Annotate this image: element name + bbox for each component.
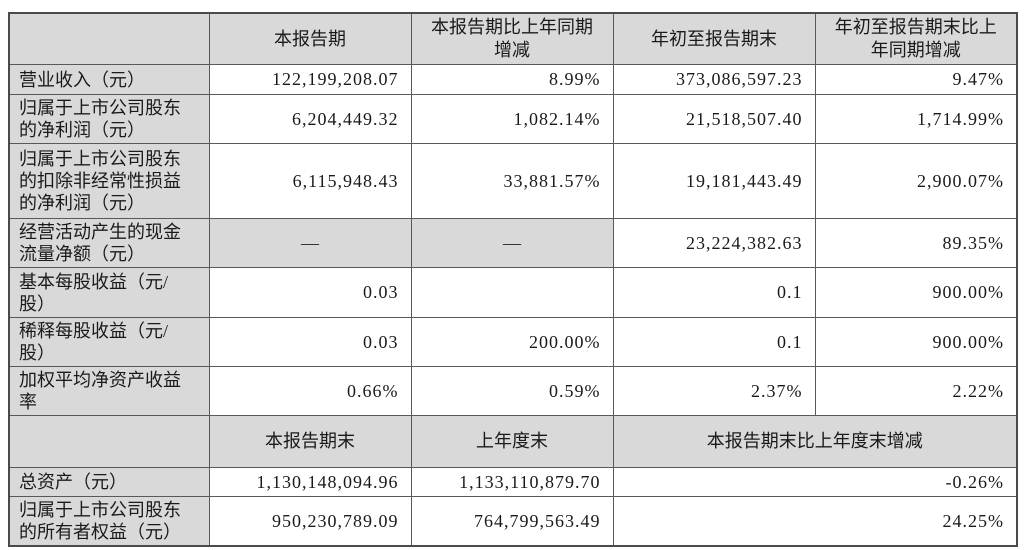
column-header-ytd-yoy: 年初至报告期末比上年同期增减 — [814, 12, 1018, 65]
cell-ytd: 2.37% — [612, 366, 816, 416]
cell-ytd: 19,181,443.49 — [612, 143, 816, 219]
financial-summary-table: 本报告期 本报告期比上年同期增减 年初至报告期末 年初至报告期末比上年同期增减 … — [8, 12, 1018, 547]
cell-current-period: 0.03 — [208, 317, 412, 367]
header-row-period: 本报告期 本报告期比上年同期增减 年初至报告期末 年初至报告期末比上年同期增减 — [8, 12, 1018, 65]
row-label: 营业收入（元） — [8, 64, 210, 95]
row-label: 总资产（元） — [8, 467, 210, 497]
row-net-profit: 归属于上市公司股东的净利润（元） 6,204,449.32 1,082.14% … — [8, 94, 1018, 144]
column-header-period-end-vs-prev-year-end: 本报告期末比上年度末增减 — [612, 415, 1018, 468]
cell-ytd-yoy: 900.00% — [814, 267, 1018, 318]
row-shareholders-equity: 归属于上市公司股东的所有者权益（元） 950,230,789.09 764,79… — [8, 496, 1018, 547]
column-header-prev-year-end: 上年度末 — [410, 415, 614, 468]
cell-current-period-yoy: 33,881.57% — [410, 143, 614, 219]
cell-ytd-yoy: 1,714.99% — [814, 94, 1018, 144]
row-label: 归属于上市公司股东的扣除非经常性损益的净利润（元） — [8, 143, 210, 219]
cell-ytd-yoy: 900.00% — [814, 317, 1018, 367]
column-header-period-end: 本报告期末 — [208, 415, 412, 468]
cell-current-period-yoy: 1,082.14% — [410, 94, 614, 144]
cell-ytd-yoy: 89.35% — [814, 218, 1018, 268]
column-header-current-period: 本报告期 — [208, 12, 412, 65]
row-weighted-avg-roe: 加权平均净资产收益率 0.66% 0.59% 2.37% 2.22% — [8, 366, 1018, 416]
header-row-period-end: 本报告期末 上年度末 本报告期末比上年度末增减 — [8, 415, 1018, 468]
column-header-current-period-yoy: 本报告期比上年同期增减 — [410, 12, 614, 65]
cell-prev-year-end: 764,799,563.49 — [410, 496, 614, 547]
cell-prev-year-end: 1,133,110,879.70 — [410, 467, 614, 497]
cell-current-period-yoy: 8.99% — [410, 64, 614, 95]
row-label: 归属于上市公司股东的净利润（元） — [8, 94, 210, 144]
row-net-profit-excl-nonrecurring: 归属于上市公司股东的扣除非经常性损益的净利润（元） 6,115,948.43 3… — [8, 143, 1018, 219]
row-total-assets: 总资产（元） 1,130,148,094.96 1,133,110,879.70… — [8, 467, 1018, 497]
row-label: 基本每股收益（元/股） — [8, 267, 210, 318]
row-operating-revenue: 营业收入（元） 122,199,208.07 8.99% 373,086,597… — [8, 64, 1018, 95]
cell-current-period-yoy-empty — [410, 267, 614, 318]
row-label: 稀释每股收益（元/股） — [8, 317, 210, 367]
cell-current-period: 0.66% — [208, 366, 412, 416]
cell-ytd-yoy: 2.22% — [814, 366, 1018, 416]
cell-current-period: 6,115,948.43 — [208, 143, 412, 219]
row-diluted-eps: 稀释每股收益（元/股） 0.03 200.00% 0.1 900.00% — [8, 317, 1018, 367]
cell-period-end: 950,230,789.09 — [208, 496, 412, 547]
cell-change: 24.25% — [612, 496, 1018, 547]
cell-ytd: 21,518,507.40 — [612, 94, 816, 144]
cell-ytd: 373,086,597.23 — [612, 64, 816, 95]
row-label: 归属于上市公司股东的所有者权益（元） — [8, 496, 210, 547]
cell-ytd-yoy: 2,900.07% — [814, 143, 1018, 219]
cell-current-period: 122,199,208.07 — [208, 64, 412, 95]
cell-period-end: 1,130,148,094.96 — [208, 467, 412, 497]
cell-change: -0.26% — [612, 467, 1018, 497]
cell-ytd: 0.1 — [612, 267, 816, 318]
cell-current-period: 0.03 — [208, 267, 412, 318]
cell-ytd-yoy: 9.47% — [814, 64, 1018, 95]
row-operating-cash-flow: 经营活动产生的现金流量净额（元） — — 23,224,382.63 89.35… — [8, 218, 1018, 268]
row-label: 加权平均净资产收益率 — [8, 366, 210, 416]
cell-current-period-yoy: 200.00% — [410, 317, 614, 367]
cell-current-period-yoy: 0.59% — [410, 366, 614, 416]
row-basic-eps: 基本每股收益（元/股） 0.03 0.1 900.00% — [8, 267, 1018, 318]
header-corner-cell — [8, 415, 210, 468]
cell-current-period-yoy-na: — — [410, 218, 614, 268]
cell-ytd: 0.1 — [612, 317, 816, 367]
row-label: 经营活动产生的现金流量净额（元） — [8, 218, 210, 268]
column-header-ytd: 年初至报告期末 — [612, 12, 816, 65]
cell-ytd: 23,224,382.63 — [612, 218, 816, 268]
header-corner-cell — [8, 12, 210, 65]
cell-current-period: 6,204,449.32 — [208, 94, 412, 144]
cell-current-period-na: — — [208, 218, 412, 268]
